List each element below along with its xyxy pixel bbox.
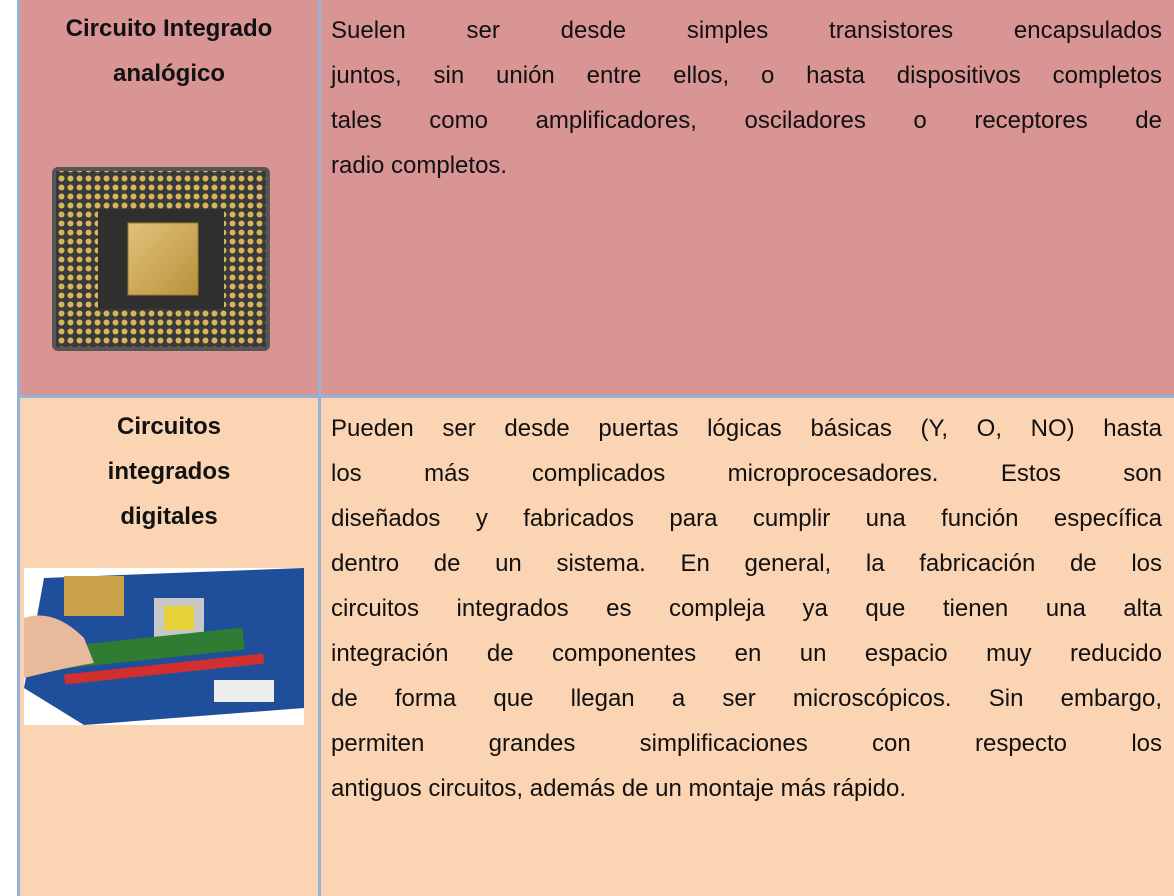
title-line: digitales bbox=[120, 503, 218, 530]
description-line: dentro de un sistema. En general, la fab… bbox=[331, 550, 1162, 577]
description-line: antiguos circuitos, además de un montaje… bbox=[331, 775, 906, 802]
title: Circuitos integrados digitales bbox=[20, 398, 318, 539]
cell-description: Pueden ser desde puertas lógicas básicas… bbox=[321, 398, 1166, 896]
table-row: Circuitos integrados digitales Pueden ser … bbox=[17, 398, 1174, 896]
description-line: los más complicados microprocesadores. E… bbox=[331, 460, 1162, 487]
description: Pueden ser desde puertas lógicas básicas… bbox=[321, 398, 1166, 811]
table-row: Circuito Integrado analógico Suelen ser d… bbox=[17, 0, 1174, 398]
description-line: Suelen ser desde simples transistores en… bbox=[331, 17, 1162, 44]
motherboard-image bbox=[24, 568, 304, 725]
description-line: integración de componentes en un espacio… bbox=[331, 640, 1162, 667]
title-line: Circuitos bbox=[116, 413, 221, 440]
table: Circuito Integrado analógico Suelen ser d… bbox=[17, 0, 1174, 896]
cell-title: Circuitos integrados digitales bbox=[20, 398, 321, 896]
description-line: circuitos integrados es compleja ya que … bbox=[331, 595, 1162, 622]
cell-description: Suelen ser desde simples transistores en… bbox=[321, 0, 1166, 395]
description-line: Pueden ser desde puertas lógicas básicas… bbox=[331, 415, 1162, 442]
description-line: radio completos. bbox=[331, 152, 508, 179]
cell-title: Circuito Integrado analógico bbox=[20, 0, 321, 395]
description-line: diseñados y fabricados para cumplir una … bbox=[331, 505, 1162, 532]
description-line: tales como amplificadores, osciladores o… bbox=[331, 107, 1162, 134]
title-line: Circuito Integrado bbox=[65, 15, 273, 42]
description: Suelen ser desde simples transistores en… bbox=[321, 0, 1166, 188]
description-line: de forma que llegan a ser microscópicos.… bbox=[331, 685, 1162, 712]
title-line: integrados bbox=[107, 458, 231, 485]
title-line: analógico bbox=[112, 60, 226, 87]
description-line: juntos, sin unión entre ellos, o hasta d… bbox=[331, 62, 1162, 89]
description-line: permiten grandes simplificaciones con re… bbox=[331, 730, 1162, 757]
chip-image bbox=[52, 167, 270, 351]
title: Circuito Integrado analógico bbox=[20, 0, 318, 96]
